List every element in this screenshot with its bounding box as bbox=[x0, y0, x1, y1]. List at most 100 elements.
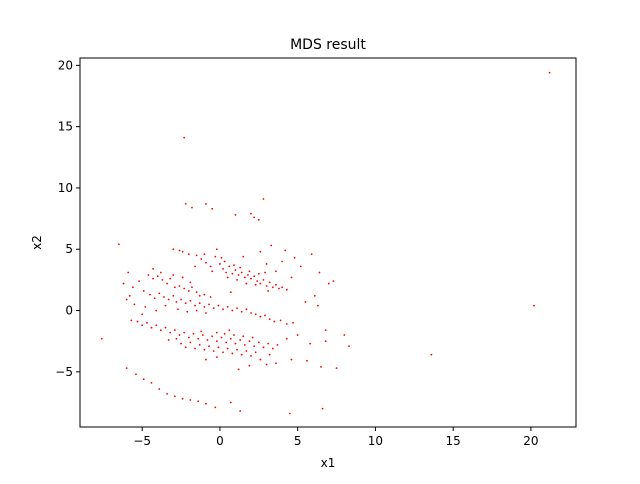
data-point bbox=[257, 272, 260, 275]
data-point bbox=[215, 356, 218, 359]
data-point bbox=[324, 340, 327, 343]
data-point bbox=[257, 218, 260, 221]
data-point bbox=[268, 353, 271, 356]
data-point bbox=[122, 282, 125, 285]
y-axis: −5 0 5 10 15 20 bbox=[55, 58, 80, 379]
data-point bbox=[205, 261, 207, 264]
data-point bbox=[264, 271, 266, 274]
data-point bbox=[265, 263, 268, 265]
data-point bbox=[155, 324, 158, 327]
data-point bbox=[156, 275, 159, 278]
data-point bbox=[153, 297, 156, 300]
data-point bbox=[167, 298, 170, 301]
data-point bbox=[183, 287, 186, 290]
data-point bbox=[268, 318, 271, 321]
data-point bbox=[175, 301, 178, 303]
data-point bbox=[117, 243, 120, 246]
data-point bbox=[231, 309, 234, 312]
data-point bbox=[189, 399, 192, 401]
data-point bbox=[293, 256, 296, 259]
data-point bbox=[201, 334, 204, 336]
data-point bbox=[310, 253, 313, 256]
data-point bbox=[144, 305, 147, 308]
data-point bbox=[271, 286, 274, 289]
data-point bbox=[133, 303, 136, 306]
data-point bbox=[220, 256, 223, 259]
data-point bbox=[253, 216, 256, 219]
data-point bbox=[264, 314, 266, 317]
data-point bbox=[259, 315, 262, 318]
data-point bbox=[194, 347, 196, 350]
x-tick-label: 5 bbox=[294, 434, 302, 448]
chart-title: MDS result bbox=[290, 37, 366, 53]
data-point bbox=[262, 198, 265, 200]
data-point bbox=[271, 347, 274, 350]
data-point bbox=[212, 307, 215, 309]
data-point bbox=[217, 304, 220, 307]
data-point bbox=[268, 281, 271, 284]
data-point bbox=[254, 351, 257, 354]
data-point bbox=[141, 313, 144, 316]
data-point bbox=[203, 293, 206, 296]
data-point bbox=[240, 310, 243, 313]
data-point bbox=[281, 286, 284, 289]
data-point bbox=[306, 359, 308, 362]
data-point bbox=[159, 271, 162, 274]
data-point bbox=[205, 202, 207, 205]
y-tick-label: 10 bbox=[58, 181, 73, 195]
y-axis-label: x2 bbox=[30, 235, 44, 250]
data-point bbox=[183, 136, 186, 139]
data-point bbox=[200, 330, 203, 333]
data-point bbox=[267, 290, 270, 292]
data-point bbox=[237, 274, 240, 276]
data-point bbox=[195, 309, 198, 312]
data-point bbox=[265, 285, 268, 287]
data-point bbox=[125, 298, 128, 301]
data-point bbox=[254, 313, 257, 316]
data-point bbox=[205, 402, 207, 405]
data-point bbox=[173, 395, 176, 398]
data-point bbox=[172, 294, 175, 297]
data-point bbox=[253, 275, 256, 278]
data-point bbox=[240, 353, 243, 356]
x-axis-label: x1 bbox=[321, 456, 336, 470]
data-point bbox=[198, 343, 201, 346]
data-point bbox=[152, 267, 154, 270]
data-point bbox=[313, 294, 316, 297]
data-point bbox=[285, 288, 288, 291]
data-point bbox=[208, 303, 210, 306]
data-point bbox=[211, 335, 214, 338]
data-point bbox=[231, 352, 234, 355]
data-point bbox=[158, 388, 161, 390]
data-point bbox=[304, 301, 307, 303]
data-point bbox=[219, 263, 221, 265]
data-point bbox=[214, 255, 217, 258]
data-point bbox=[253, 345, 256, 347]
data-point bbox=[184, 202, 187, 205]
data-point bbox=[285, 337, 288, 340]
data-point bbox=[262, 278, 265, 281]
data-point bbox=[245, 350, 248, 352]
data-point bbox=[226, 347, 229, 350]
data-point bbox=[222, 308, 224, 311]
data-point bbox=[335, 367, 338, 370]
data-point bbox=[292, 321, 294, 324]
data-point bbox=[236, 307, 238, 309]
data-point bbox=[200, 258, 203, 260]
data-point bbox=[172, 274, 175, 276]
data-point bbox=[259, 282, 262, 285]
data-point bbox=[181, 276, 184, 279]
data-point bbox=[149, 293, 151, 296]
data-point bbox=[275, 283, 277, 286]
data-point bbox=[215, 340, 218, 343]
data-point bbox=[166, 282, 168, 285]
data-point bbox=[279, 319, 282, 322]
y-tick-label: −5 bbox=[55, 365, 73, 379]
data-point bbox=[203, 348, 206, 351]
data-point bbox=[208, 345, 210, 347]
data-point bbox=[205, 358, 207, 361]
data-point bbox=[192, 332, 195, 335]
data-point bbox=[125, 367, 128, 370]
data-point bbox=[135, 373, 137, 376]
data-point bbox=[183, 331, 186, 334]
